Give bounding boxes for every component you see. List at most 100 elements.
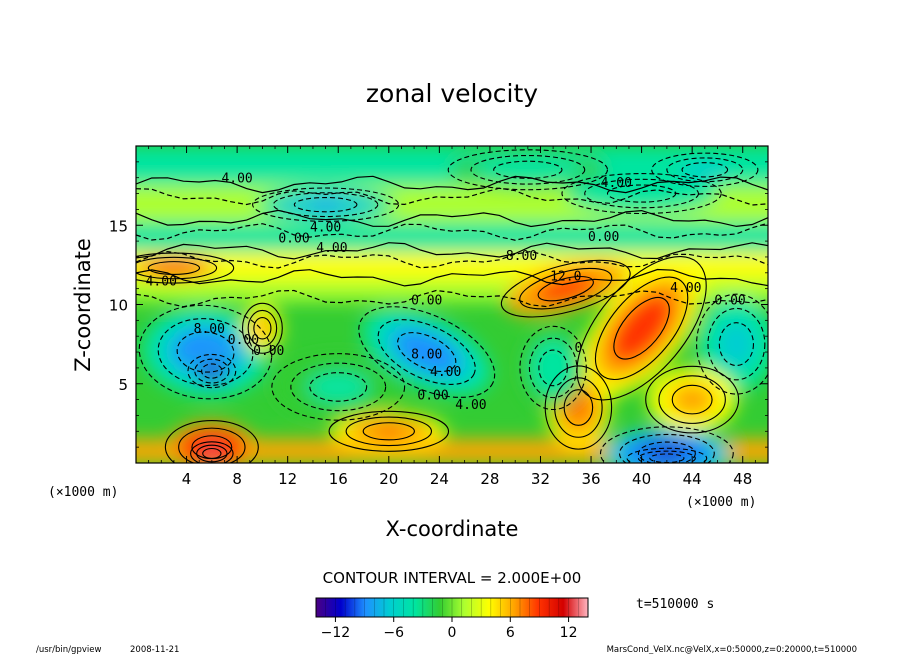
contour-line — [136, 250, 768, 269]
contour-label: 0 — [574, 341, 582, 356]
contour-ring — [187, 353, 237, 389]
contour-ring — [707, 307, 766, 381]
contour-ring — [637, 441, 696, 463]
contour-ring — [599, 426, 734, 463]
contour-label: 0.00 — [417, 389, 448, 404]
contour-ring — [563, 389, 594, 426]
field-blob — [550, 281, 582, 296]
x-tick-label: 20 — [379, 470, 398, 488]
colorbar-tick-label: −12 — [321, 625, 351, 641]
field-blobs — [136, 146, 768, 463]
field-blob — [257, 322, 268, 335]
contour-label: 4.00 — [146, 274, 177, 289]
x-tick-label: 8 — [232, 470, 242, 488]
contour-line — [136, 222, 768, 241]
contour-ring — [309, 372, 368, 402]
contour-label: 8.00 — [194, 322, 225, 337]
contour-line — [136, 289, 768, 308]
x-tick-label: 28 — [480, 470, 499, 488]
contour-ring — [202, 447, 222, 460]
contour-ring — [519, 325, 587, 411]
contour-label: 4.00 — [221, 171, 252, 186]
contour-ring — [594, 276, 689, 381]
y-tick-label: 15 — [109, 217, 128, 235]
contour-ring — [666, 157, 744, 183]
contour-label: 4.00 — [455, 398, 486, 413]
field-blob — [657, 455, 677, 461]
footer-program: /usr/bin/gpview — [36, 645, 101, 654]
contour-ring — [397, 332, 457, 373]
contour-ring — [645, 365, 740, 434]
contour-ring — [253, 317, 272, 340]
contour-ring — [136, 256, 218, 280]
field-blob — [692, 165, 718, 174]
x-tick-label: 44 — [683, 470, 702, 488]
contour-ring — [252, 187, 400, 222]
contour-ring — [538, 349, 568, 387]
contour-ring — [613, 296, 670, 360]
contour-label: 8.00 — [411, 347, 442, 362]
contour-ring — [176, 331, 235, 373]
contour-label: 12.0 — [550, 270, 581, 285]
colorbar-ticks: −12 −6 0 6 12 — [321, 617, 578, 641]
contour-ring — [164, 419, 259, 463]
contour-label: 8.00 — [506, 249, 537, 264]
contour-ring — [681, 162, 729, 178]
contour-ring — [293, 196, 358, 213]
contour-ring — [537, 275, 594, 302]
colorbar-tick-label: 6 — [506, 625, 515, 641]
field-blob — [508, 165, 547, 175]
contour-ring — [271, 353, 406, 421]
contour-ring — [651, 152, 759, 187]
contour-interval: CONTOUR INTERVAL = 2.000E+00 — [323, 569, 582, 587]
contour-lines — [136, 149, 768, 463]
contour-ring — [178, 427, 246, 463]
footer-source: MarsCond_VelX.nc@VelX,x=0:50000,z=0:2000… — [607, 645, 857, 654]
contour-ring — [576, 256, 707, 401]
field-blob — [159, 264, 189, 272]
contour-label: 4.00 — [601, 176, 632, 191]
field-blob — [308, 200, 343, 209]
contour-ring — [500, 259, 631, 318]
x-tick-label: 40 — [632, 470, 651, 488]
contour-ring — [358, 306, 496, 398]
colorbar-divisions — [325, 598, 579, 617]
contour-line — [136, 187, 768, 206]
contour-ring — [696, 293, 768, 395]
x-tick-label: 32 — [531, 470, 550, 488]
footer-date: 2008-11-21 — [130, 645, 179, 654]
x-unit-right: (×1000 m) — [686, 495, 756, 510]
contour-ring — [362, 422, 415, 441]
contour-ring — [241, 302, 283, 354]
contour-ring — [658, 375, 726, 424]
contour-ring — [606, 184, 677, 203]
contour-ring — [272, 192, 379, 218]
contour-line — [136, 209, 768, 228]
field-blob — [374, 426, 404, 437]
contour-label: 4.00 — [430, 365, 461, 380]
contour-ring — [136, 252, 235, 284]
contour-ring — [201, 363, 223, 379]
contour-line — [136, 175, 768, 194]
contour-ring — [470, 154, 586, 185]
contour-label: 0.00 — [714, 294, 745, 309]
x-tick-label: 48 — [733, 470, 752, 488]
contour-ring — [561, 173, 722, 215]
time-label: t=510000 s — [636, 597, 714, 612]
contour-label: 0.00 — [228, 333, 259, 348]
contour-label: 4.00 — [670, 281, 701, 296]
x-axis-label: X-coordinate — [386, 517, 519, 541]
x-tick-label: 24 — [430, 470, 449, 488]
x-tick-label: 4 — [182, 470, 192, 488]
field-blob — [570, 397, 587, 418]
field-blob — [626, 311, 657, 346]
field-blob — [206, 450, 217, 457]
x-tick-label: 12 — [278, 470, 297, 488]
x-unit-left: (×1000 m) — [48, 485, 118, 500]
contour-ring — [626, 447, 708, 463]
contour-ring — [345, 416, 433, 447]
colorbar-tick-label: 12 — [560, 625, 578, 641]
field-blob — [410, 341, 443, 363]
contour-ring — [190, 441, 234, 463]
